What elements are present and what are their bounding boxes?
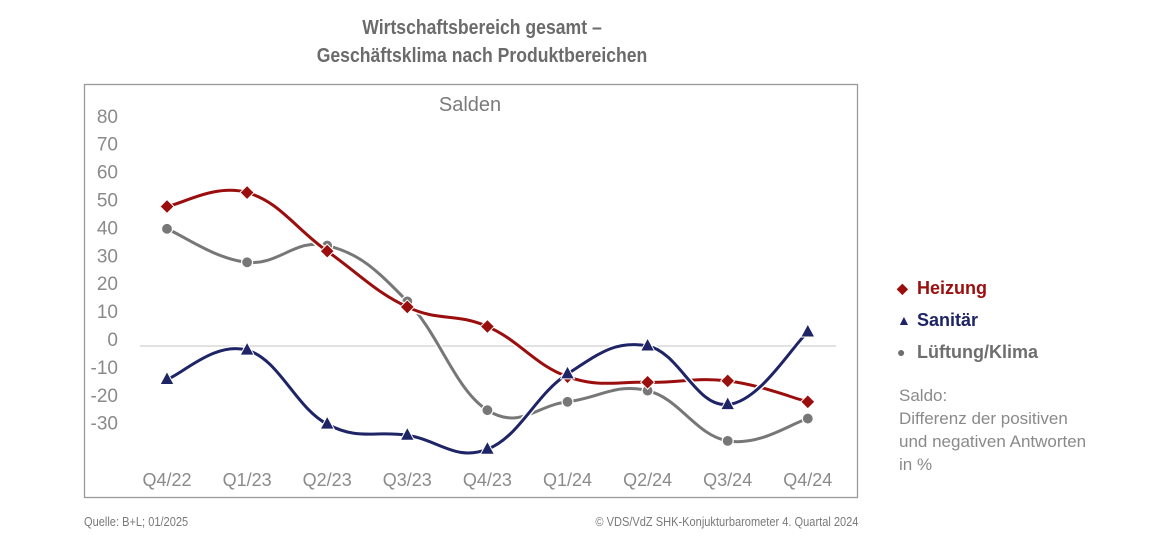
legend: ◆ Heizung ▲ Sanitär ● Lüftung/Klima bbox=[897, 272, 1038, 368]
data-point-triangle bbox=[399, 426, 416, 441]
data-point-diamond bbox=[159, 198, 175, 215]
data-point-diamond bbox=[319, 243, 335, 259]
y-tick-label: 70 bbox=[97, 135, 118, 156]
data-point-circle bbox=[241, 256, 254, 269]
data-point-circle bbox=[721, 434, 734, 447]
saldo-note: Saldo: Differenz der positiven und negat… bbox=[899, 384, 1159, 476]
legend-label: Heizung bbox=[917, 277, 987, 298]
note-line: Differenz der positiven bbox=[899, 409, 1068, 428]
x-tick-label: Q2/23 bbox=[303, 470, 352, 490]
data-point-triangle bbox=[319, 415, 336, 430]
x-tick-label: Q3/23 bbox=[383, 470, 432, 490]
data-point-diamond bbox=[399, 299, 416, 315]
note-line: in % bbox=[899, 455, 933, 474]
legend-label: Lüftung/Klima bbox=[917, 341, 1038, 362]
y-tick-label: 60 bbox=[97, 163, 118, 184]
series-line-halo bbox=[166, 187, 809, 405]
data-point-triangle bbox=[159, 370, 175, 385]
source-text: Quelle: B+L; 01/2025 bbox=[84, 514, 189, 529]
y-tick-label: 80 bbox=[97, 107, 118, 128]
data-point-triangle bbox=[799, 322, 816, 338]
data-point-triangle bbox=[719, 395, 736, 411]
series-line bbox=[166, 330, 809, 455]
y-tick-label: 10 bbox=[97, 302, 118, 323]
data-point-triangle bbox=[479, 440, 496, 455]
y-tick-label: -20 bbox=[91, 386, 118, 407]
note-line: Saldo: bbox=[899, 386, 948, 405]
data-point-diamond bbox=[239, 184, 255, 201]
x-tick-label: Q2/24 bbox=[623, 470, 672, 490]
legend-item-sanitaer: ▲ Sanitär bbox=[897, 304, 1038, 336]
legend-label: Sanitär bbox=[917, 309, 979, 330]
x-tick-label: Q1/23 bbox=[223, 470, 272, 490]
y-tick-label: 50 bbox=[97, 191, 118, 212]
data-point-diamond bbox=[800, 394, 816, 410]
plot-frame bbox=[83, 83, 859, 499]
data-point-circle bbox=[561, 395, 574, 408]
data-point-diamond bbox=[719, 373, 736, 389]
data-point-triangle bbox=[239, 341, 255, 356]
data-point-triangle bbox=[639, 336, 656, 352]
series-line bbox=[166, 188, 809, 404]
data-point-triangle bbox=[559, 364, 576, 380]
diamond-marker-icon: ◆ bbox=[897, 279, 908, 296]
x-tick-label: Q4/23 bbox=[463, 470, 512, 490]
copyright-text: © VDS/VdZ SHK-Konjukturbarometer 4. Quar… bbox=[594, 514, 858, 529]
data-point-circle bbox=[801, 412, 814, 425]
data-point-diamond bbox=[479, 318, 496, 335]
chart-title-line-1: Wirtschaftsbereich gesamt – bbox=[362, 17, 602, 39]
y-tick-label: -30 bbox=[91, 414, 118, 435]
y-tick-label: 0 bbox=[107, 330, 118, 351]
data-point-circle bbox=[481, 404, 494, 417]
series-heizung bbox=[159, 184, 816, 410]
y-tick-label: 30 bbox=[97, 246, 118, 267]
y-tick-label: 20 bbox=[97, 274, 118, 295]
x-tick-label: Q4/24 bbox=[783, 470, 832, 490]
chart-title-line-2: Geschäftsklima nach Produktbereichen bbox=[316, 45, 648, 67]
series-sanit-r bbox=[159, 322, 816, 456]
chart-subtitle: Salden bbox=[439, 94, 501, 116]
circle-marker-icon: ● bbox=[897, 344, 906, 360]
series-l-ftung-klima bbox=[160, 222, 814, 447]
y-tick-label: 40 bbox=[97, 218, 118, 239]
note-line: und negativen Antworten bbox=[899, 432, 1087, 451]
chart-title: Wirtschaftsbereich gesamt – Geschäftskli… bbox=[58, 14, 906, 70]
legend-item-heizung: ◆ Heizung bbox=[897, 272, 1038, 304]
x-tick-label: Q3/24 bbox=[703, 470, 752, 490]
x-tick-label: Q1/24 bbox=[543, 470, 592, 490]
triangle-marker-icon: ▲ bbox=[897, 312, 911, 328]
y-tick-label: -10 bbox=[91, 358, 118, 379]
data-point-circle bbox=[160, 222, 174, 235]
x-tick-label: Q4/22 bbox=[142, 470, 191, 490]
legend-item-lueftung-klima: ● Lüftung/Klima bbox=[897, 336, 1038, 368]
data-point-diamond bbox=[639, 374, 656, 390]
